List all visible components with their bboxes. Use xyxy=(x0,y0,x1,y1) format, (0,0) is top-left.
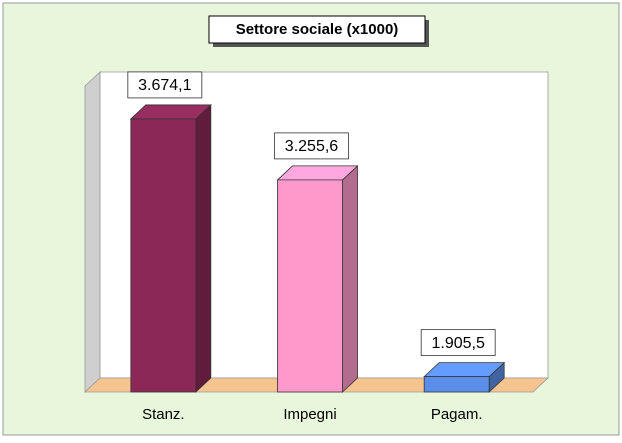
value-label-box xyxy=(274,132,349,160)
title-box xyxy=(208,15,426,44)
bar-front xyxy=(277,179,343,393)
value-label: 3.255,6 xyxy=(285,138,338,155)
bar-side xyxy=(342,164,358,393)
value-label: 1.905,5 xyxy=(431,335,484,352)
bar xyxy=(276,164,359,393)
chart-title: Settore sociale (x1000) xyxy=(236,21,399,38)
bar-front xyxy=(130,118,197,393)
side-wall xyxy=(84,71,101,393)
value-label: 3.674,1 xyxy=(138,77,191,94)
bar-front xyxy=(423,376,490,393)
bar-side xyxy=(195,103,212,393)
value-label-box xyxy=(420,329,496,357)
bar xyxy=(129,103,212,393)
x-tick-label: Stanz. xyxy=(142,406,185,423)
x-tick-label: Impegni xyxy=(283,406,336,423)
x-tick-label: Pagam. xyxy=(431,406,483,423)
value-label-box xyxy=(127,71,203,99)
bar xyxy=(423,361,506,393)
